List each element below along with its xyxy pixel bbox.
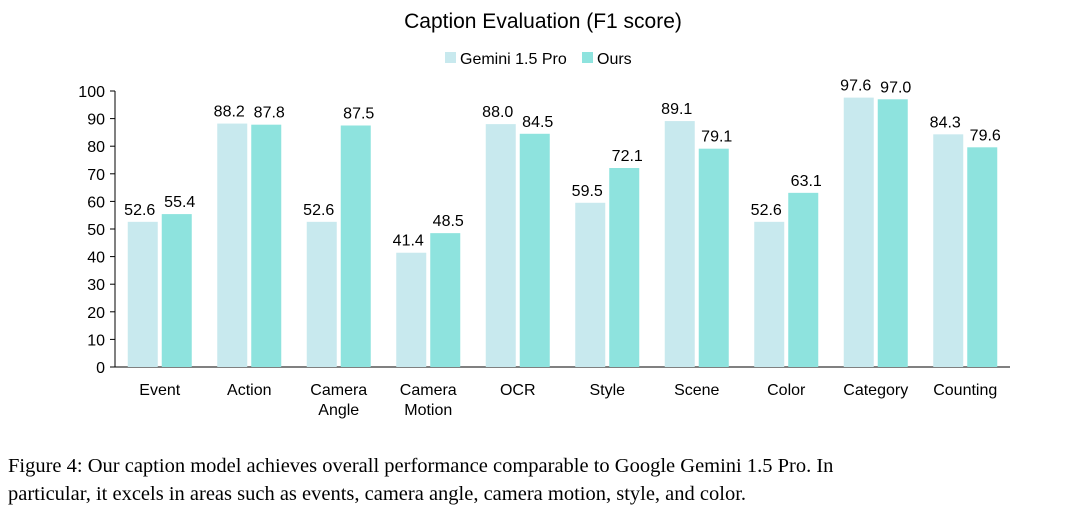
bar-ours (967, 147, 998, 367)
data-label-gemini: 89.1 (661, 101, 692, 118)
y-tick-label: 30 (87, 277, 105, 294)
legend-swatch-gemini (445, 52, 456, 63)
data-label-gemini: 52.6 (124, 202, 155, 219)
data-label-ours: 48.5 (433, 213, 464, 230)
data-label-ours: 87.8 (254, 105, 285, 122)
bar-gemini (933, 134, 964, 367)
data-label-ours: 97.0 (880, 79, 911, 96)
data-label-ours: 84.5 (522, 114, 553, 131)
bar-ours (251, 124, 282, 367)
y-tick-label: 80 (87, 139, 105, 156)
data-label-gemini: 41.4 (393, 233, 424, 250)
x-category-label: Motion (404, 402, 452, 419)
bar-gemini (575, 202, 606, 367)
data-label-ours: 55.4 (164, 194, 195, 211)
data-label-gemini: 88.2 (214, 104, 245, 121)
x-category-label: Style (589, 382, 625, 399)
y-tick-label: 60 (87, 194, 105, 211)
data-label-ours: 87.5 (343, 106, 374, 123)
bar-ours (161, 214, 192, 367)
bar-gemini (485, 124, 516, 368)
bar-gemini (306, 221, 337, 367)
axes: 0 10 20 30 40 50 60 70 80 90 100 Event Action Camera A… (78, 84, 1010, 419)
legend: Gemini 1.5 Pro Ours (445, 51, 632, 68)
y-tick-label: 50 (87, 222, 105, 239)
x-category-label: Angle (318, 402, 359, 419)
data-label-gemini: 52.6 (751, 202, 782, 219)
data-label-ours: 79.1 (701, 129, 732, 146)
data-label-ours: 72.1 (612, 148, 643, 165)
bar-gemini (754, 221, 785, 367)
bar-ours (340, 125, 371, 367)
data-label-gemini: 52.6 (303, 202, 334, 219)
y-tick-label: 20 (87, 305, 105, 322)
x-category-label: Event (139, 382, 180, 399)
legend-label-ours: Ours (597, 51, 632, 68)
bar-gemini (664, 121, 695, 367)
legend-swatch-ours (582, 52, 593, 63)
bar-ours (698, 148, 729, 367)
x-category-label: OCR (500, 382, 536, 399)
bars (127, 97, 998, 368)
data-label-gemini: 88.0 (482, 104, 513, 121)
bar-ours (430, 233, 461, 367)
y-tick-label: 40 (87, 250, 105, 267)
data-label-gemini: 59.5 (572, 183, 603, 200)
data-label-gemini: 84.3 (930, 114, 961, 131)
y-tick-label: 0 (96, 360, 105, 377)
bar-ours (788, 192, 819, 367)
y-tick-label: 70 (87, 167, 105, 184)
bar-ours (609, 168, 640, 367)
bar-gemini (396, 252, 427, 367)
x-category-label: Category (843, 382, 908, 399)
bar-gemini (217, 123, 248, 368)
legend-label-gemini: Gemini 1.5 Pro (460, 51, 567, 68)
y-tick-label: 90 (87, 112, 105, 129)
bar-chart: Caption Evaluation (F1 score) Gemini 1.5… (78, 10, 1010, 419)
bar-ours (519, 133, 550, 367)
data-label-ours: 79.6 (970, 127, 1001, 144)
bar-gemini (843, 97, 874, 368)
data-label-ours: 63.1 (791, 173, 822, 190)
data-labels: 52.6 88.2 52.6 41.4 88.0 59.5 89.1 52.6 97.6 84.3… (124, 78, 1001, 250)
x-category-label: Action (227, 382, 271, 399)
x-category-label: Scene (674, 382, 719, 399)
figure-caption: Figure 4: Our caption model achieves ove… (8, 452, 1074, 508)
data-label-gemini: 97.6 (840, 78, 871, 95)
x-category-label: Camera (400, 382, 457, 399)
x-category-label: Counting (933, 382, 997, 399)
bar-ours (877, 99, 908, 367)
figure-caption-line-2: particular, it excels in areas such as e… (8, 483, 747, 505)
y-tick-label: 100 (78, 84, 105, 101)
y-tick-label: 10 (87, 332, 105, 349)
figure-caption-line-1: Figure 4: Our caption model achieves ove… (8, 455, 834, 477)
chart-title: Caption Evaluation (F1 score) (404, 10, 682, 33)
x-category-label: Color (767, 382, 806, 399)
x-category-label: Camera (310, 382, 367, 399)
bar-gemini (127, 221, 158, 367)
